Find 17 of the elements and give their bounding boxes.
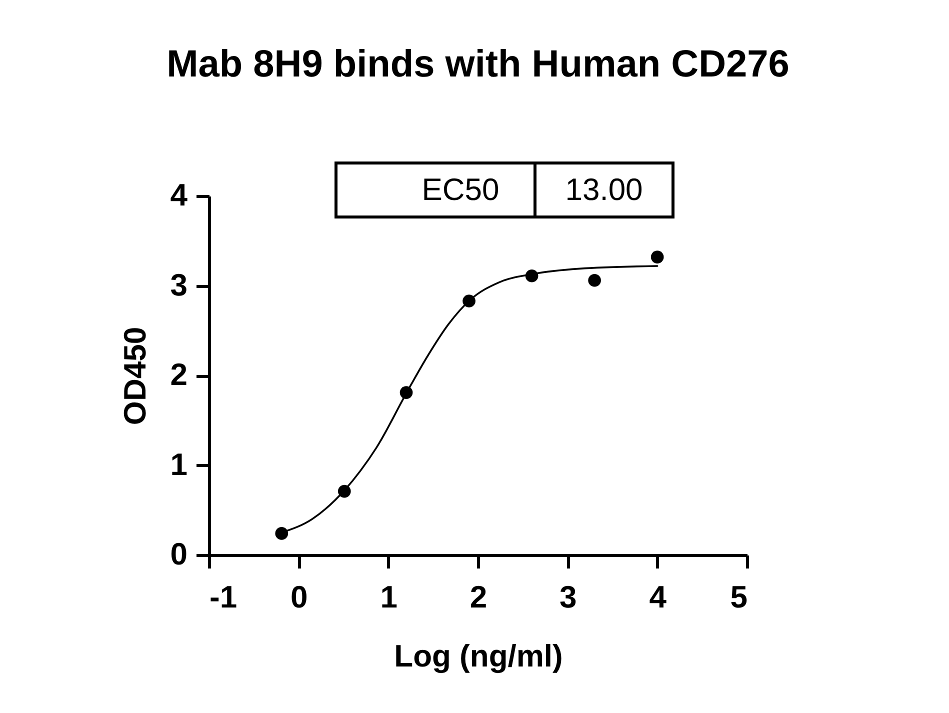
y-tick-label: 4 — [170, 178, 188, 212]
x-tick-label: 3 — [560, 580, 577, 614]
annotation: 13.00 — [565, 172, 643, 207]
x-tick-label: 1 — [380, 580, 398, 614]
x-tick-label: 4 — [649, 580, 668, 614]
y-tick-label: 2 — [170, 357, 188, 392]
x-tick-label: 2 — [470, 580, 488, 614]
x-tick-label: 5 — [730, 580, 748, 614]
y-axis-title: OD450 — [117, 326, 152, 426]
x-tick-label: -1 — [210, 580, 238, 614]
y-tick-label: 3 — [170, 267, 188, 302]
x-tick-label: 0 — [290, 580, 308, 614]
chart-title: Mab 8H9 binds with Human CD276 — [166, 44, 790, 86]
annotation: EC50 — [422, 172, 500, 207]
y-tick-label: 1 — [170, 446, 188, 482]
y-tick-label: 0 — [170, 536, 188, 572]
x-axis-title: Log (ng/ml) — [394, 638, 563, 674]
